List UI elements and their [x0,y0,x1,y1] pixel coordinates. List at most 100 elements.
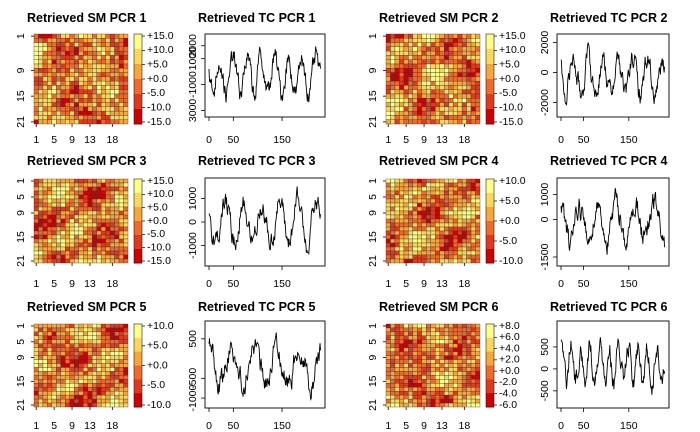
heatmap-cell [426,351,431,356]
heatmap-cell [78,394,84,400]
heatmap-cell [83,46,88,52]
heatmap-cell [421,238,427,244]
heatmap-cell [448,343,454,348]
heatmap-cell [466,210,472,216]
colorbar-2: +15.0+10.0+5.0+0.0-5.0-10.0-15.0 [485,30,526,128]
heatmap-y-tick-label: 15 [15,90,27,102]
heatmap-cell [385,387,391,392]
heatmap-cell [38,33,44,39]
heatmap-cell [452,102,458,108]
heatmap-cell [100,258,106,264]
heatmap-cell [426,182,431,188]
heatmap-cell [100,85,106,90]
heatmap-cell [92,398,97,404]
heatmap-cell [78,238,84,244]
heatmap-cell [83,230,88,236]
heatmap-cell [123,119,129,125]
heatmap-cell [109,206,115,212]
heatmap-cell [60,339,66,344]
heatmap-cell [51,194,57,200]
heatmap-cell [457,343,463,348]
heatmap-cell [439,250,445,256]
heatmap-cell [69,226,75,232]
heatmap-cell [475,202,481,208]
heatmap-cell [114,72,120,78]
heatmap-cell [408,258,414,264]
colorbar-tick-label: +15.0 [147,30,174,42]
heatmap-cell [412,72,418,78]
heatmap-cell [83,206,88,212]
heatmap-cell [457,335,463,340]
heatmap-cell [461,106,467,112]
heatmap-cell [475,178,481,184]
heatmap-cell [430,250,436,256]
heatmap-cell [417,327,422,333]
heatmap-cell [105,186,111,192]
heatmap-cell [444,379,449,384]
heatmap-cell [96,355,102,360]
heatmap-cell [457,359,463,364]
heatmap-cell [83,402,88,408]
heatmap-cell [69,327,75,333]
heatmap-cell [74,246,79,252]
heatmap-cell [444,254,449,260]
heatmap-cell [435,214,440,220]
heatmap-cell [408,214,414,220]
heatmap-cell [390,343,396,348]
heatmap-cell [114,402,120,408]
heatmap-cell [114,398,120,404]
heatmap-cell [69,50,75,56]
heatmap-cell [65,398,70,404]
heatmap-x-tick-label: 13 [436,134,448,146]
colorbar-tick-label: +5.0 [147,201,168,213]
heatmap-cell [109,102,115,108]
heatmap-cell [417,339,422,344]
heatmap-cell [109,335,115,340]
heatmap-cell [394,234,400,240]
heatmap-cell [47,250,53,256]
heatmap-cell [426,234,431,240]
heatmap-cell [421,343,427,348]
y-tick-label: 500 [539,338,551,356]
heatmap-cell [421,214,427,220]
heatmap-cell [109,202,115,208]
heatmap-cell [105,202,111,208]
heatmap-cell [408,72,414,78]
heatmap-cell [475,194,481,200]
heatmap-cell [105,367,111,372]
heatmap-cell [394,347,400,352]
heatmap-cell [78,347,84,352]
series-line [208,186,321,255]
heatmap-cell [394,258,400,264]
colorbar-segment [486,231,494,236]
heatmap-cell [426,402,431,408]
heatmap-cell [421,33,427,39]
heatmap-cell [403,218,409,224]
heatmap-cell [466,76,472,82]
heatmap-y-tick-label: 9 [15,210,27,216]
heatmap-cell [470,347,476,352]
heatmap-cell [47,68,53,73]
heatmap-cell [74,402,79,408]
heatmap-cell [65,42,70,48]
heatmap-cell [118,359,124,364]
colorbar-segment [134,337,142,342]
heatmap-cell [83,178,88,184]
heatmap-cell [42,387,48,392]
heatmap-cell [399,331,405,337]
heatmap-cell [452,222,458,228]
heatmap-cell [96,89,102,95]
heatmap-cell [448,119,454,125]
heatmap-cell [33,375,39,380]
colorbar-tick-label: +4.0 [499,342,520,354]
heatmap-cell [403,359,409,364]
heatmap-cell [78,383,84,388]
colorbar-tick-label: -5.0 [147,228,165,240]
heatmap-cell [47,258,53,264]
heatmap-cell [448,106,454,112]
heatmap-cell [100,394,106,400]
heatmap-cell [390,194,396,200]
heatmap-cell [399,383,405,388]
heatmap-cell [38,202,44,208]
heatmap-cell [439,230,445,236]
